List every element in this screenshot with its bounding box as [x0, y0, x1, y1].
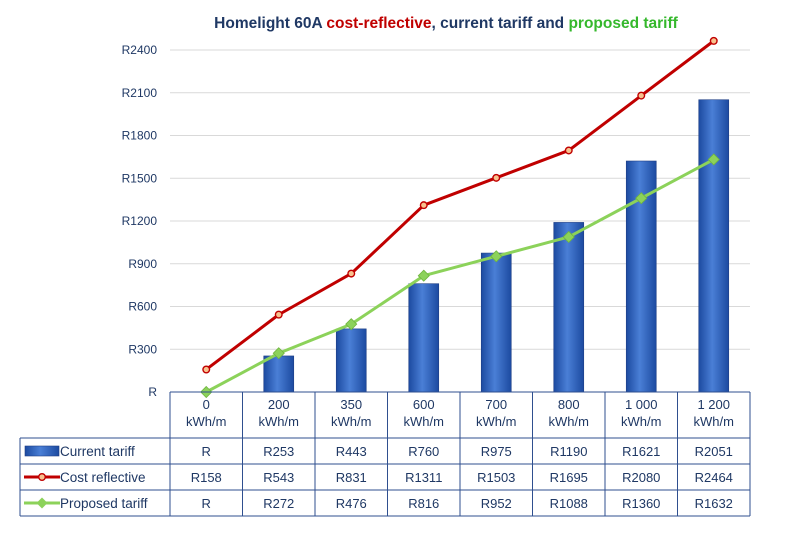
category-label: kWh/m [404, 414, 444, 429]
gridlines [170, 49, 750, 350]
category-label: 0 [203, 397, 210, 412]
data-label: R816 [408, 496, 439, 511]
data-label: R443 [336, 444, 367, 459]
title-part-2: , current tariff and [432, 15, 569, 32]
data-label: R831 [336, 470, 367, 485]
data-label: R158 [191, 470, 222, 485]
category-label: 1 200 [697, 397, 730, 412]
bar-current-tariff [480, 252, 512, 393]
category-label: 350 [340, 397, 362, 412]
title-part-3: proposed tariff [568, 15, 678, 32]
point-proposed-tariff [490, 250, 503, 263]
y-tick-label: R1800 [122, 129, 158, 143]
point-cost-reflective [419, 201, 428, 210]
bar-current-tariff [698, 99, 730, 393]
category-label: kWh/m [186, 414, 226, 429]
bar-current-tariff [408, 283, 440, 393]
category-label: kWh/m [259, 414, 299, 429]
bar-current-tariff [553, 222, 585, 393]
data-label: R2080 [622, 470, 660, 485]
point-cost-reflective [709, 36, 718, 45]
category-label: kWh/m [694, 414, 734, 429]
category-label: kWh/m [331, 414, 371, 429]
chart-title: Homelight 60A cost-reflective, current t… [214, 15, 678, 32]
data-label: R476 [336, 496, 367, 511]
y-tick-label: R [148, 385, 157, 399]
line-proposed-tariff [205, 158, 715, 394]
data-label: R1088 [550, 496, 588, 511]
legend-key-marker [36, 497, 48, 509]
point-cost-reflective [637, 91, 646, 100]
data-label: R [202, 444, 211, 459]
category-label: 200 [268, 397, 290, 412]
point-cost-reflective [564, 146, 573, 155]
data-label: R272 [263, 496, 294, 511]
data-table: 0 kWh/m 200 kWh/m 350 kWh/m 600 kWh/m 700 kWh/m 80… [19, 391, 751, 517]
category-label: 800 [558, 397, 580, 412]
line-cost-reflective [205, 39, 715, 371]
data-label: R1695 [550, 470, 588, 485]
y-tick-label: R2400 [122, 43, 158, 57]
y-tick-label: R300 [128, 342, 157, 356]
y-axis: R R300 R600 R900 R1200 R1500 R1800 R2100 R2400 [122, 43, 158, 399]
y-tick-label: R600 [128, 300, 157, 314]
data-label: R952 [481, 496, 512, 511]
data-label: R1190 [550, 444, 587, 459]
data-label: R1311 [405, 470, 442, 485]
point-proposed-tariff [562, 230, 575, 244]
data-label: R1632 [695, 496, 733, 511]
category-label: 700 [485, 397, 507, 412]
y-tick-label: R900 [128, 257, 157, 271]
y-tick-label: R2100 [122, 86, 158, 100]
data-label: R [202, 496, 211, 511]
point-cost-reflective [202, 365, 211, 374]
point-proposed-tariff [345, 318, 358, 331]
category-label: kWh/m [621, 414, 661, 429]
data-label: R975 [481, 444, 512, 459]
category-label: kWh/m [549, 414, 589, 429]
data-label: R1360 [622, 496, 660, 511]
legend-label: Proposed tariff [60, 496, 148, 511]
bar-current-tariff [263, 355, 295, 393]
legend-label: Cost reflective [60, 470, 146, 485]
y-tick-label: R1200 [122, 214, 158, 228]
point-cost-reflective [347, 269, 356, 278]
point-proposed-tariff [707, 153, 720, 166]
category-label: 1 000 [625, 397, 658, 412]
data-label: R760 [408, 444, 439, 459]
title-part-0: Homelight 60A [214, 15, 326, 32]
point-proposed-tariff [635, 192, 648, 205]
data-label: R253 [263, 444, 294, 459]
line-series [200, 36, 720, 399]
point-proposed-tariff [417, 269, 430, 282]
point-cost-reflective [274, 310, 283, 319]
legend-label: Current tariff [60, 444, 135, 459]
data-label: R543 [263, 470, 294, 485]
bar-series [263, 99, 730, 393]
category-label: kWh/m [476, 414, 516, 429]
point-cost-reflective [492, 173, 501, 182]
category-label: 600 [413, 397, 435, 412]
data-label: R1503 [477, 470, 515, 485]
data-label: R1621 [622, 444, 660, 459]
data-label: R2464 [695, 470, 733, 485]
point-proposed-tariff [272, 347, 285, 360]
data-label: R2051 [695, 444, 733, 459]
title-part-1: cost-reflective [326, 15, 431, 32]
bar-current-tariff [335, 328, 367, 393]
legend-key-marker [38, 473, 47, 482]
y-tick-label: R1500 [122, 171, 158, 185]
legend-key-bar [24, 445, 60, 457]
